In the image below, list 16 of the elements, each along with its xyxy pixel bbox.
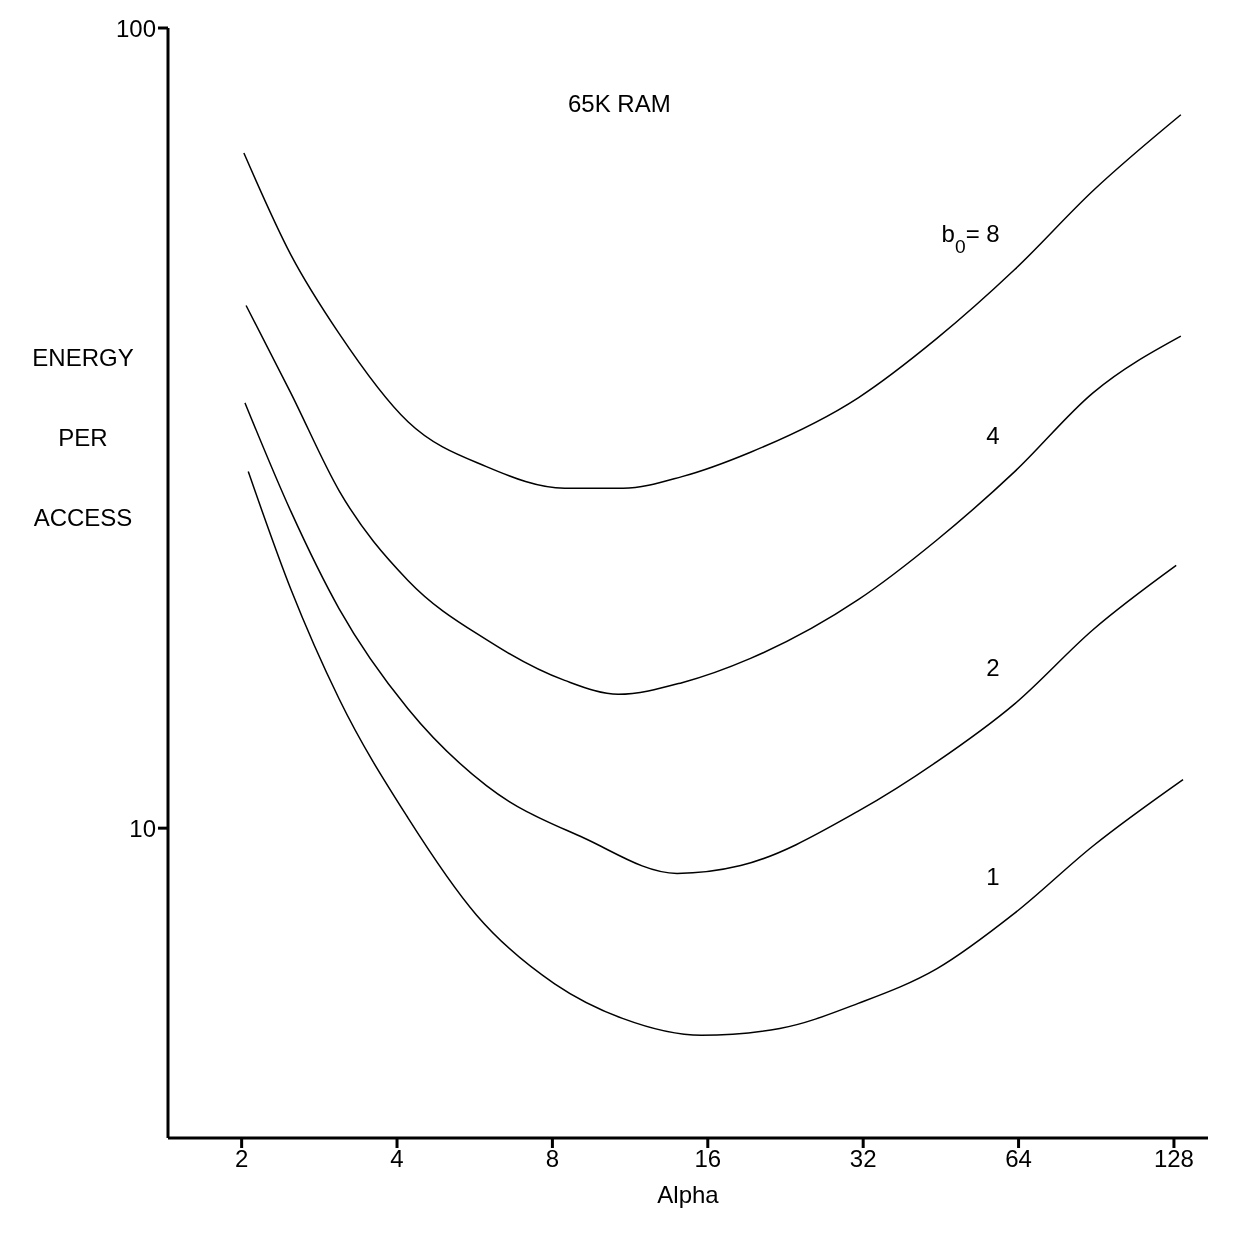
series-label: 4 <box>986 421 1000 449</box>
x-tick-label: 32 <box>849 1145 877 1173</box>
x-tick-label: 2 <box>234 1145 249 1173</box>
x-tick-label: 64 <box>1005 1145 1032 1173</box>
x-axis-title: Alpha <box>657 1181 720 1208</box>
x-tick-label: 8 <box>545 1145 560 1173</box>
x-tick-label: 4 <box>390 1145 404 1173</box>
text: ENERGY PER ACCESS <box>32 344 134 531</box>
series-label: 1 <box>986 863 1000 891</box>
text: 65K RAM <box>568 90 671 118</box>
y-tick-label: 100 <box>115 14 156 42</box>
series-label: b$_{0}$= 8 <box>941 219 1000 257</box>
y-tick-label: 10 <box>129 814 156 842</box>
series-label: 2 <box>986 653 1000 681</box>
x-tick-label: 16 <box>694 1145 722 1173</box>
x-tick-label: 128 <box>1153 1145 1194 1173</box>
